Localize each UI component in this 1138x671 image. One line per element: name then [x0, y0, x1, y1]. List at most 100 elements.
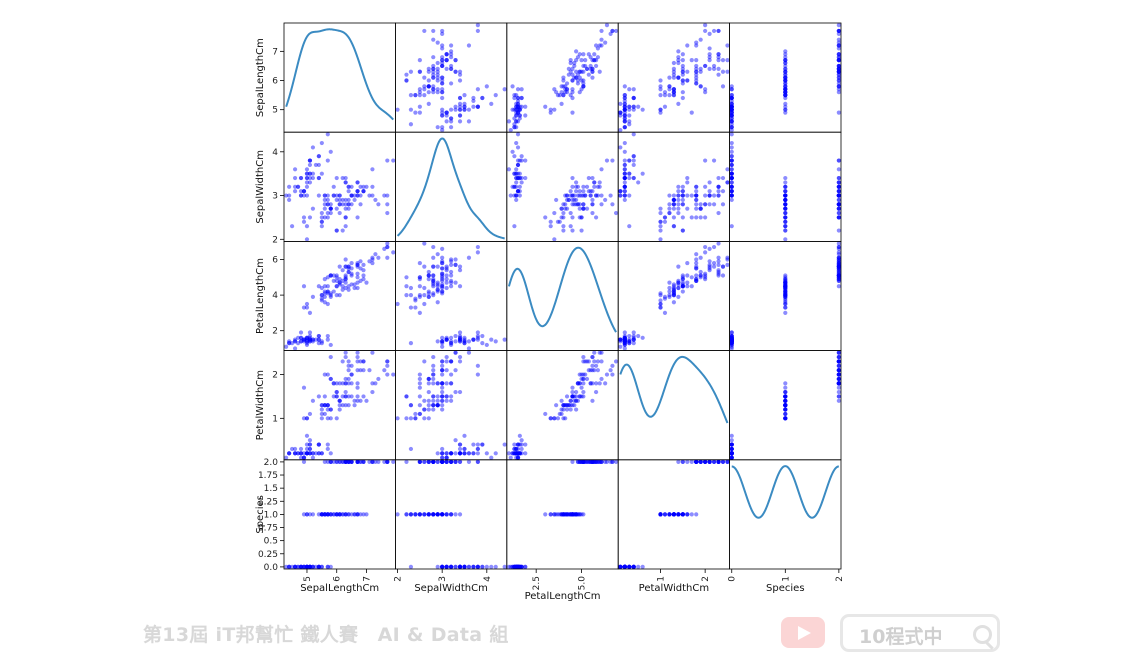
data-point	[783, 394, 788, 399]
data-point	[667, 512, 672, 517]
data-point	[355, 260, 360, 266]
data-point	[729, 104, 734, 109]
data-point	[552, 107, 557, 112]
data-point	[510, 107, 515, 112]
data-point	[435, 512, 440, 517]
data-point	[584, 359, 590, 364]
data-point	[307, 564, 313, 569]
data-point	[328, 294, 333, 299]
subplot-SepalWidthCm-vs-PetalWidthCm	[617, 131, 731, 242]
data-point	[349, 381, 354, 386]
data-point	[729, 171, 734, 176]
data-point	[581, 184, 586, 189]
data-point	[431, 512, 436, 517]
data-point	[586, 368, 591, 373]
data-point	[836, 175, 841, 181]
data-point	[431, 512, 436, 517]
data-point	[627, 341, 632, 346]
data-point	[555, 416, 561, 421]
data-point	[689, 193, 694, 198]
data-point	[307, 442, 313, 447]
search-box[interactable]: 10程式中	[840, 614, 1000, 652]
data-point	[449, 564, 454, 569]
data-point	[581, 84, 586, 89]
data-point	[680, 284, 685, 289]
data-point	[449, 512, 454, 517]
data-point	[453, 459, 458, 464]
data-point	[417, 512, 422, 517]
data-point	[431, 87, 436, 92]
data-point	[295, 451, 301, 456]
data-point	[622, 171, 627, 176]
data-point	[676, 101, 681, 106]
data-point	[729, 446, 734, 452]
data-point	[417, 512, 422, 517]
data-point	[561, 407, 566, 412]
data-point	[622, 335, 627, 340]
data-point	[304, 335, 310, 340]
data-point	[462, 335, 467, 340]
data-point	[310, 171, 316, 176]
data-point	[729, 171, 734, 176]
data-point	[575, 202, 581, 207]
data-point	[449, 372, 454, 377]
data-point	[304, 193, 310, 198]
data-point	[552, 87, 557, 92]
data-point	[552, 512, 557, 517]
data-point	[680, 228, 685, 233]
data-point	[574, 398, 579, 403]
data-point	[343, 215, 348, 220]
data-point	[440, 381, 445, 386]
data-point	[729, 335, 734, 340]
data-point	[512, 451, 517, 456]
data-point	[703, 184, 708, 189]
data-point	[449, 55, 454, 60]
data-point	[404, 512, 409, 517]
data-point	[574, 512, 579, 517]
data-point	[310, 564, 316, 569]
data-point	[413, 305, 418, 310]
data-point	[694, 278, 699, 283]
data-point	[512, 564, 517, 569]
data-point	[557, 219, 562, 224]
data-point	[440, 90, 445, 95]
data-point	[581, 394, 586, 399]
data-point	[322, 403, 327, 408]
data-point	[622, 95, 627, 101]
data-point	[287, 341, 292, 346]
youtube-icon[interactable]	[781, 617, 825, 648]
data-point	[340, 278, 345, 283]
data-point	[515, 442, 521, 447]
data-point	[667, 280, 672, 285]
data-point	[729, 87, 734, 92]
data-point	[729, 342, 734, 348]
data-point	[676, 193, 681, 198]
data-point	[484, 84, 489, 89]
data-point	[376, 459, 381, 464]
data-point	[622, 564, 627, 569]
data-point	[720, 69, 726, 74]
data-point	[836, 28, 841, 34]
data-point	[729, 442, 734, 447]
data-point	[287, 451, 292, 456]
data-point	[570, 512, 575, 517]
data-point	[783, 394, 788, 399]
data-point	[298, 330, 304, 335]
data-point	[783, 75, 788, 80]
data-point	[355, 368, 360, 373]
data-point	[444, 276, 449, 282]
data-point	[519, 95, 524, 101]
data-point	[836, 359, 841, 364]
data-point	[319, 219, 324, 224]
data-point	[307, 512, 313, 517]
data-point	[301, 459, 307, 464]
data-point	[783, 66, 788, 71]
data-point	[729, 107, 734, 112]
data-point	[292, 564, 298, 569]
data-point	[435, 125, 440, 130]
data-point	[325, 512, 330, 517]
data-point	[355, 459, 360, 464]
data-point	[662, 512, 668, 517]
data-point	[783, 403, 788, 408]
data-point	[510, 184, 515, 189]
